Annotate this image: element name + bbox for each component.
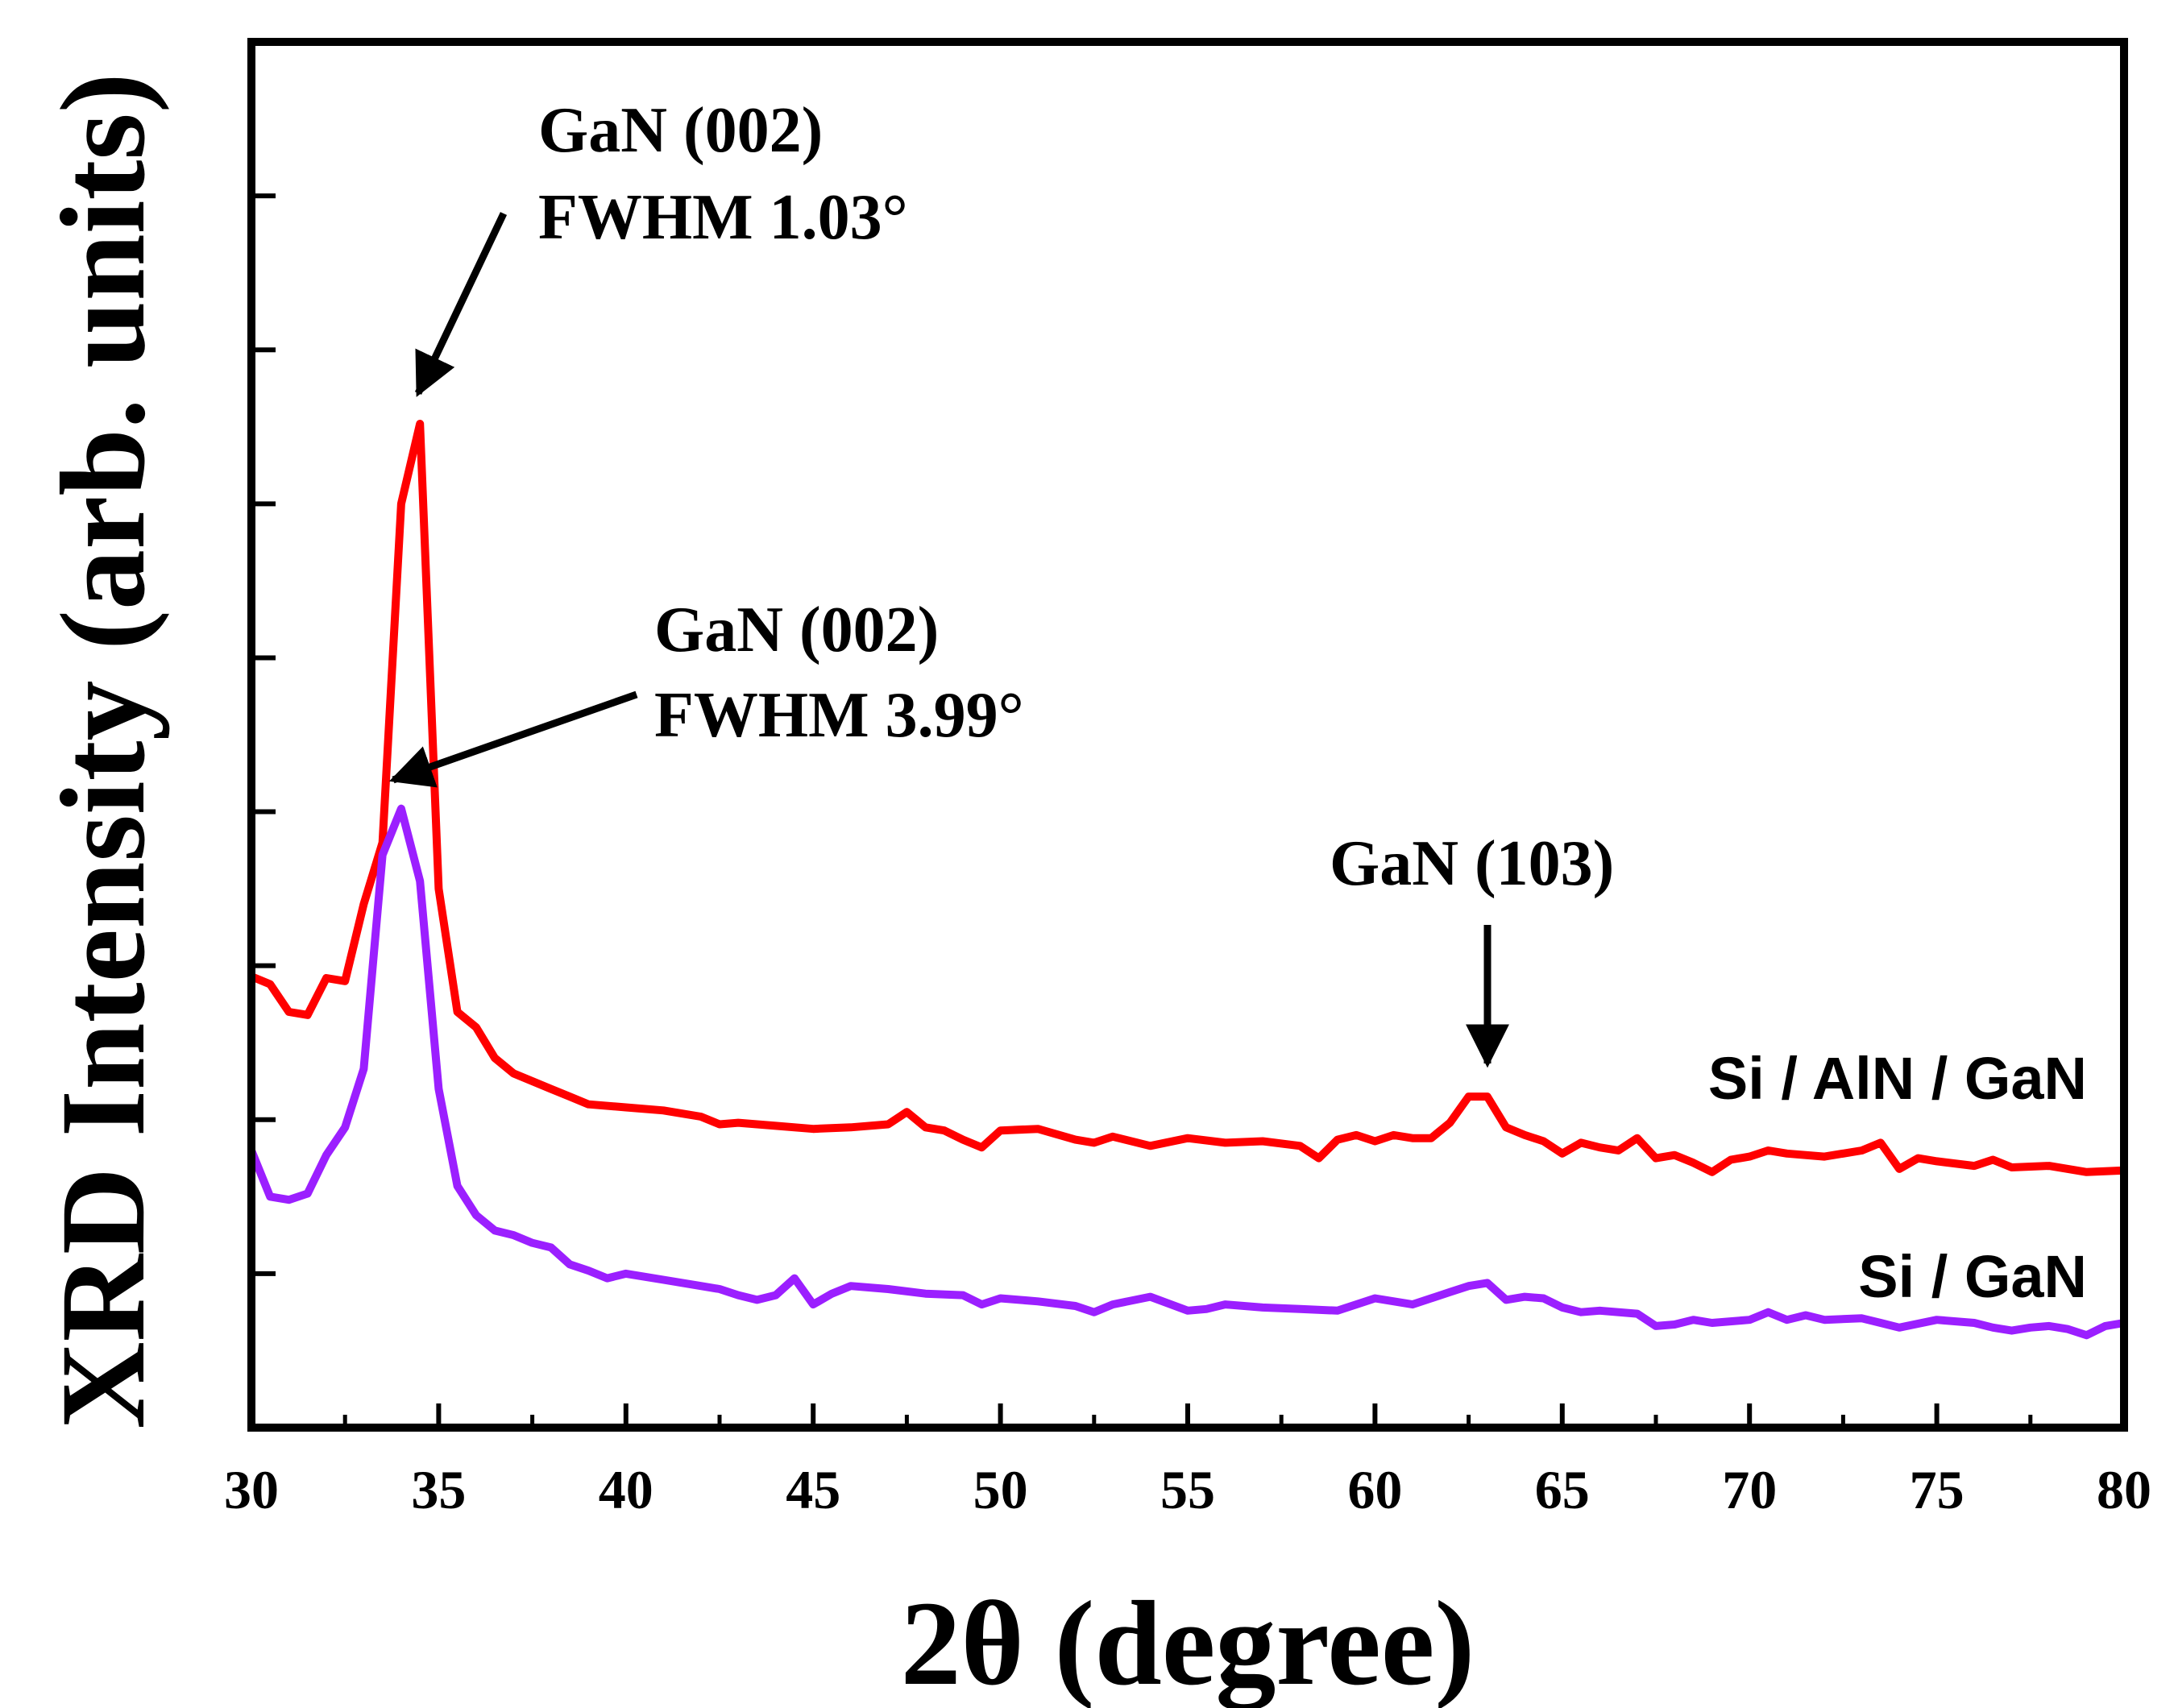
x-tick-label: 30 — [224, 1459, 279, 1520]
arrow-peak-002-bottom — [388, 690, 638, 788]
x-tick-label: 50 — [973, 1459, 1028, 1520]
series-layer — [247, 420, 2125, 1340]
y-axis-title: XRD Intensity (arb. units) — [36, 73, 170, 1428]
series-label-si-gan: Si / GaN — [1858, 1243, 2087, 1310]
x-tick-label: 65 — [1535, 1459, 1590, 1520]
plot-frame — [247, 38, 2128, 1432]
series-line-1 — [247, 804, 2125, 1340]
annotation-peak-002-bottom-line1: GaN (002) — [654, 595, 939, 665]
x-tick-label: 70 — [1722, 1459, 1777, 1520]
x-tick-label: 80 — [2097, 1459, 2151, 1520]
series-label-si-aln-gan: Si / AlN / GaN — [1708, 1045, 2087, 1112]
x-tick-label: 40 — [599, 1459, 653, 1520]
annotation-peak-002-top-line2: FWHM 1.03° — [538, 182, 908, 253]
annotation-peak-103: GaN (103) — [1330, 828, 1614, 899]
x-tick-label: 60 — [1347, 1459, 1402, 1520]
x-tick-label: 75 — [1910, 1459, 1964, 1520]
x-axis-title: 2θ (degree) — [901, 1577, 1475, 1708]
x-tick-label: 55 — [1160, 1459, 1215, 1520]
annotation-peak-002-top-line1: GaN (002) — [538, 95, 823, 166]
x-tick-label: 45 — [786, 1459, 840, 1520]
series-line-0 — [250, 420, 2125, 1176]
annotation-peak-002-bottom-line2: FWHM 3.99° — [654, 680, 1024, 751]
x-tick-label: 35 — [411, 1459, 466, 1520]
arrow-peak-002-top — [414, 212, 508, 397]
x-tick-labels: 30 35 40 45 50 55 60 65 70 75 80 — [224, 1459, 2151, 1520]
